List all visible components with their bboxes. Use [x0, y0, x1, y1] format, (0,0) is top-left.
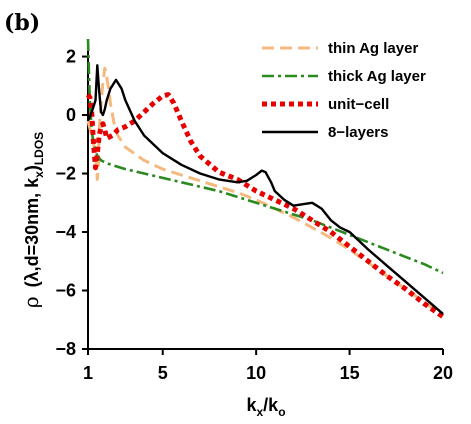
- y-axis-label: ρ (λ,d=30nm, kx)LDOS: [19, 132, 46, 308]
- panel-label: (b): [4, 10, 40, 36]
- series-line-3: [85, 92, 445, 319]
- x-axis-label: kx/ko: [246, 395, 285, 419]
- legend-label-1: thin Ag layer: [328, 40, 418, 57]
- legend-label-3: unit−cell: [328, 96, 389, 113]
- legend-label-2: thick Ag layer: [328, 68, 426, 85]
- series-line-1: [86, 66, 444, 317]
- x-tick-label: 1: [83, 363, 93, 383]
- legend-label-4: 8−layers: [328, 124, 388, 141]
- series-line-4: [86, 64, 444, 315]
- x-tick-label: 20: [433, 363, 453, 383]
- x-tick-label: 15: [340, 363, 360, 383]
- y-tick-label: −2: [55, 164, 76, 184]
- y-ticks: 2 0 −2 −4 −6 −8: [55, 47, 88, 359]
- x-tick-label: 5: [158, 363, 168, 383]
- plot-lines: [85, 38, 445, 319]
- y-tick-label: 2: [66, 47, 76, 67]
- x-ticks: 1 5 10 15 20: [83, 349, 453, 383]
- y-tick-label: −4: [55, 222, 76, 242]
- x-tick-label: 10: [246, 363, 266, 383]
- legend: thin Ag layer thick Ag layer unit−cell 8−la…: [262, 40, 426, 141]
- y-tick-label: −8: [55, 339, 76, 359]
- y-tick-label: 0: [66, 105, 76, 125]
- y-tick-label: −6: [55, 281, 76, 301]
